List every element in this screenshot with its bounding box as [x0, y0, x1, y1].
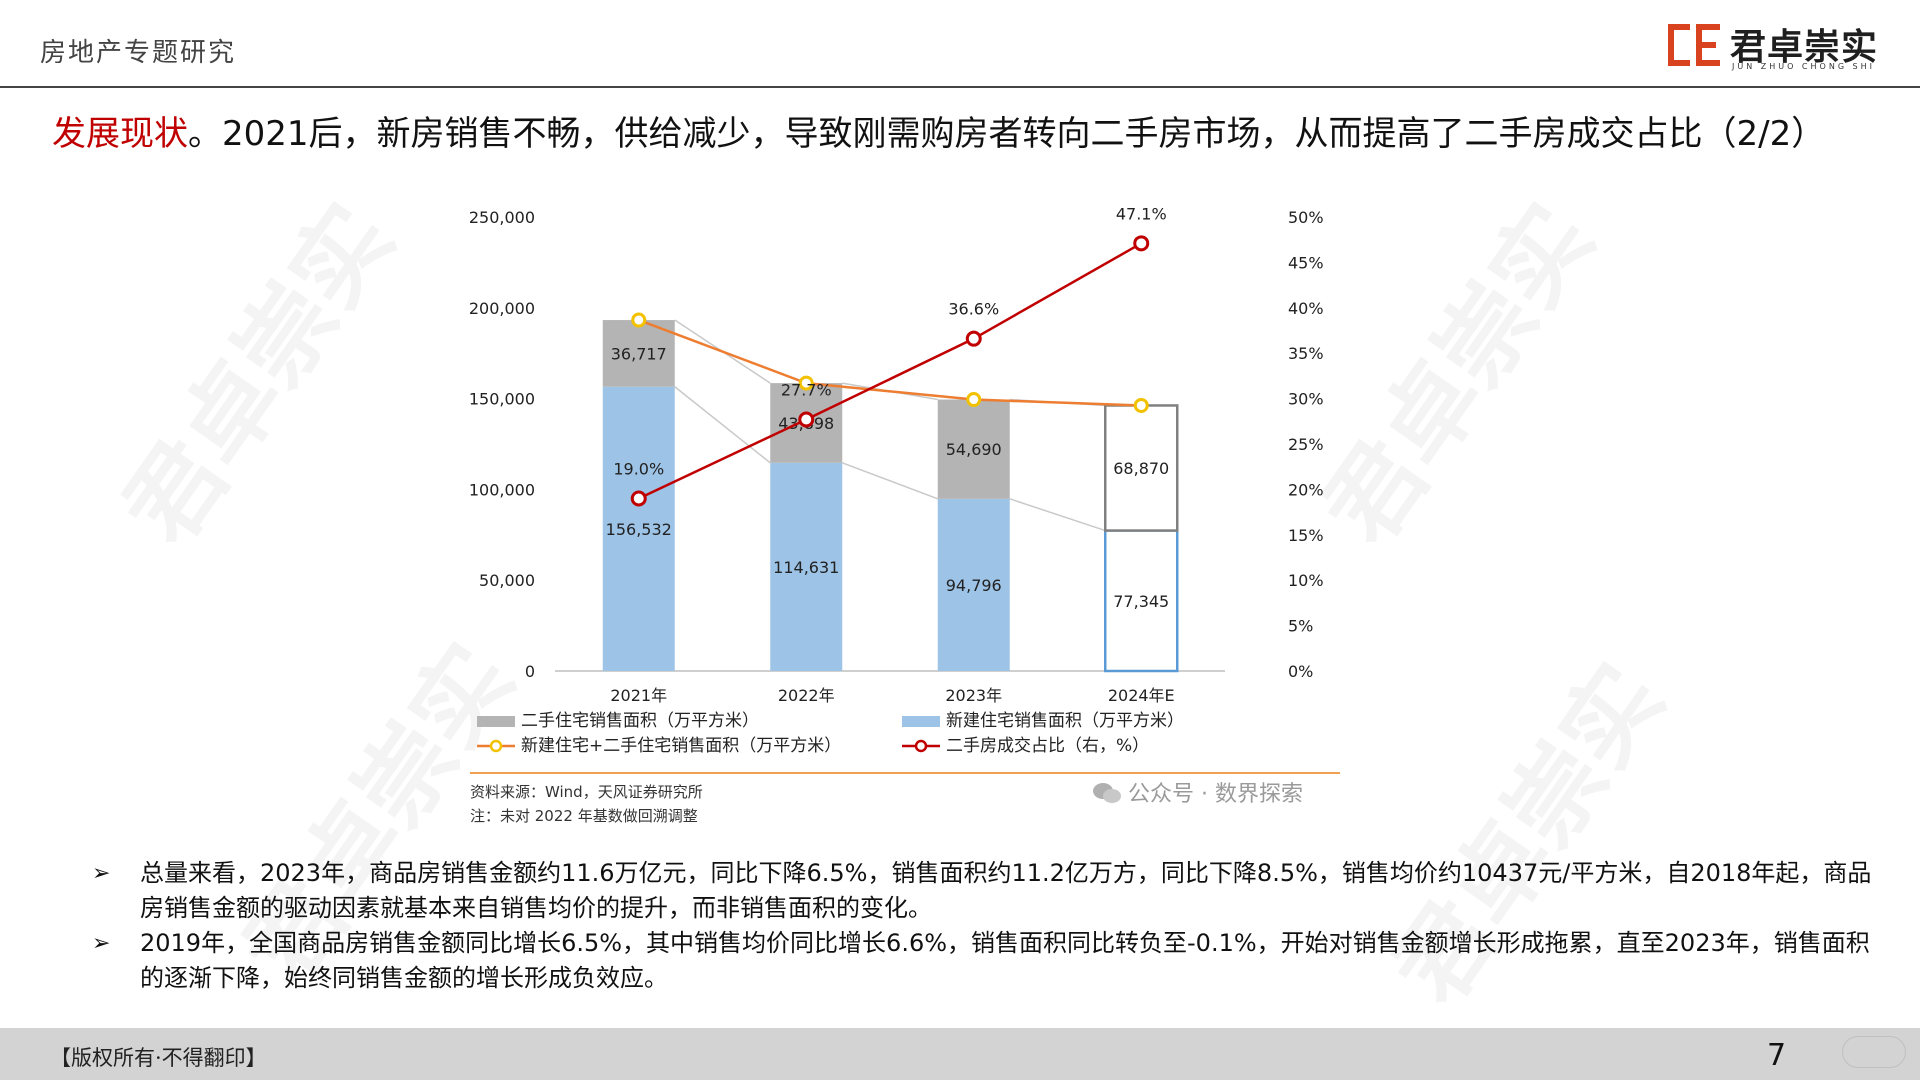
y-right-tick-label: 35% [1288, 344, 1324, 363]
x-tick-label: 2021年 [610, 686, 667, 705]
second-hand-share-label: 19.0% [613, 459, 664, 478]
x-tick-label: 2022年 [778, 686, 835, 705]
headline-text: 。2021后，新房销售不畅，供给减少，导致刚需购房者转向二手房市场，从而提高了二… [188, 114, 1826, 154]
bullet-list: ➢ 总量来看，2023年，商品房销售金额约11.6万亿元，同比下降6.5%，销售… [92, 856, 1882, 996]
bar-second-hand-label: 54,690 [946, 440, 1002, 459]
bullet-item: ➢ 2019年，全国商品房销售金额同比增长6.5%，其中销售均价同比增长6.6%… [92, 926, 1882, 996]
stacked-bar-line-chart: 0 50,000 100,000 150,000 200,000 250,000 0% 5% 1… [469, 204, 1340, 774]
bar-connector-line [841, 462, 939, 500]
wechat-watermark: 公众号 · 数界探索 [1092, 776, 1303, 808]
copyright-notice: 【版权所有·不得翻印】 [50, 1046, 267, 1070]
headline: 发展现状。2021后，新房销售不畅，供给减少，导致刚需购房者转向二手房市场，从而… [52, 108, 1882, 160]
total-area-line [638, 318, 1142, 407]
bullet-text: 总量来看，2023年，商品房销售金额约11.6万亿元，同比下降6.5%，销售面积… [140, 859, 1872, 922]
page-header: 房地产专题研究 君卓崇实 JUN ZHUO CHONG SHI [0, 0, 1920, 88]
second-hand-share-label: 27.7% [781, 380, 832, 399]
bar-new-housing [602, 386, 675, 671]
legend-label: 二手住宅销售面积（万平方米） [521, 711, 759, 731]
bar-connector-line [674, 386, 771, 464]
logo-mark-icon [1668, 24, 1720, 66]
total-area-point [798, 375, 814, 391]
y-right-tick-label: 20% [1288, 480, 1324, 499]
second-hand-share-label: 47.1% [1116, 204, 1167, 223]
bar-second-hand-label: 68,870 [1113, 459, 1169, 478]
y-left-tick-label: 200,000 [469, 299, 535, 318]
logo-text: 君卓崇实 [1730, 27, 1879, 68]
y-right-tick-label: 10% [1288, 571, 1324, 590]
bar-second-hand [937, 399, 1010, 499]
page-number: 7 [1767, 1038, 1787, 1073]
y-right-tick-label: 5% [1288, 617, 1313, 636]
legend-label: 新建住宅+二手住宅销售面积（万平方米） [521, 736, 841, 756]
corner-badge-icon [1842, 1036, 1906, 1068]
total-area-point [966, 392, 982, 408]
bar-new-housing [937, 498, 1010, 671]
chart-source: 资料来源：Wind，天风证券研究所 [470, 783, 703, 801]
bar-new-housing [1104, 529, 1179, 673]
bar-second-hand [602, 320, 675, 387]
second-hand-share-point [798, 411, 815, 428]
x-tick-label: 2024年E [1108, 686, 1175, 705]
bar-new-housing [770, 462, 843, 671]
total-area-point [1133, 397, 1149, 413]
y-right-tick-label: 45% [1288, 253, 1324, 272]
y-left-tick-label: 150,000 [469, 390, 535, 409]
wechat-icon [1093, 783, 1121, 803]
total-area-point [631, 312, 647, 328]
y-left-tick-label: 0 [525, 662, 535, 681]
second-hand-share-line [638, 242, 1142, 500]
arrow-bullet-icon: ➢ [92, 931, 111, 956]
bullet-item: ➢ 总量来看，2023年，商品房销售金额约11.6万亿元，同比下降6.5%，销售… [92, 856, 1882, 926]
y-right-tick-label: 50% [1288, 208, 1324, 227]
wechat-text: 公众号 · 数界探索 [1128, 782, 1303, 807]
legend-label: 新建住宅销售面积（万平方米） [946, 711, 1184, 731]
section-title: 房地产专题研究 [40, 38, 237, 68]
bar-new-housing-label: 114,631 [773, 558, 839, 577]
bar-new-housing-label: 94,796 [946, 576, 1002, 595]
legend-marker [489, 739, 503, 753]
y-right-tick-label: 0% [1288, 662, 1313, 681]
second-hand-share-point [630, 490, 647, 507]
chart-container: 0 50,000 100,000 150,000 200,000 250,000 0% 5% 1… [455, 200, 1355, 845]
bar-connector-line [1009, 498, 1106, 532]
company-logo: 君卓崇实 JUN ZHUO CHONG SHI [1666, 16, 1882, 76]
legend-label: 二手房成交占比（右，%） [946, 736, 1149, 756]
chart-note: 注：未对 2022 年基数做回溯调整 [470, 807, 698, 825]
y-left-tick-label: 100,000 [469, 480, 535, 499]
x-tick-label: 2023年 [945, 686, 1002, 705]
second-hand-share-point [1133, 235, 1150, 252]
watermark: 君卓崇实 [102, 184, 415, 564]
chart-source-notes: 资料来源：Wind，天风证券研究所 注：未对 2022 年基数做回溯调整 [470, 780, 703, 828]
arrow-bullet-icon: ➢ [92, 861, 111, 886]
page-footer: 【版权所有·不得翻印】 7 [0, 1028, 1920, 1080]
second-hand-share-label: 36.6% [948, 300, 999, 319]
legend-marker [914, 739, 928, 753]
y-left-tick-label: 250,000 [469, 208, 535, 227]
bar-second-hand [1104, 404, 1179, 532]
logo-subtext: JUN ZHUO CHONG SHI [1732, 62, 1876, 71]
legend-swatch [902, 716, 940, 727]
bar-second-hand-label: 36,717 [611, 344, 667, 363]
y-right-tick-label: 30% [1288, 390, 1324, 409]
headline-highlight: 发展现状 [52, 114, 188, 154]
second-hand-share-point [965, 330, 982, 347]
bullet-text: 2019年，全国商品房销售金额同比增长6.5%，其中销售均价同比增长6.6%，销… [140, 929, 1870, 992]
bar-new-housing-label: 156,532 [606, 520, 672, 539]
y-right-tick-label: 25% [1288, 435, 1324, 454]
y-right-tick-label: 40% [1288, 299, 1324, 318]
bar-new-housing-label: 77,345 [1113, 592, 1169, 611]
y-right-tick-label: 15% [1288, 526, 1324, 545]
y-left-tick-label: 50,000 [479, 571, 535, 590]
legend-swatch [477, 716, 515, 727]
